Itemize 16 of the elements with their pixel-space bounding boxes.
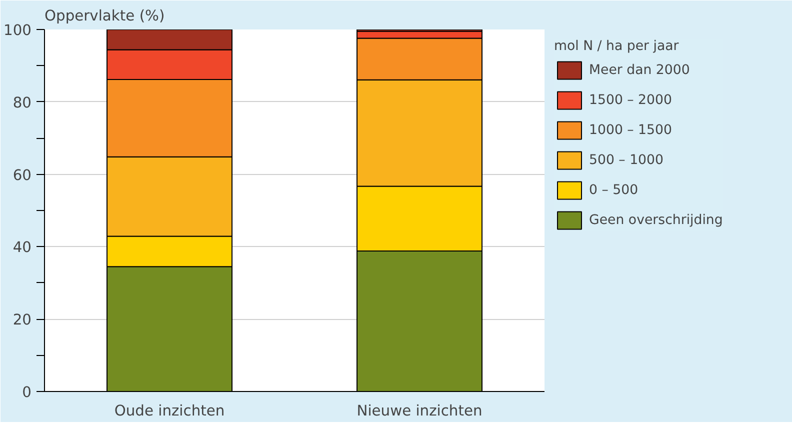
y-tick-label: 40 bbox=[12, 239, 32, 256]
x-tick-label: Nieuwe inzichten bbox=[356, 402, 482, 420]
y-tick-label: 20 bbox=[12, 312, 32, 329]
legend-label: 500 – 1000 bbox=[589, 152, 664, 168]
legend-label: 1000 – 1500 bbox=[589, 122, 672, 138]
legend-label: 1500 – 2000 bbox=[589, 92, 672, 108]
legend-title: mol N / ha per jaar bbox=[554, 39, 680, 54]
x-tick-label: Oude inzichten bbox=[114, 402, 225, 420]
y-tick-label: 60 bbox=[12, 166, 32, 184]
y-tick-label: 80 bbox=[12, 94, 32, 112]
y-tick-label: 100 bbox=[4, 22, 32, 39]
legend-label: Geen overschrijding bbox=[589, 212, 723, 228]
legend-label: Meer dan 2000 bbox=[589, 62, 690, 78]
legend-label: 0 – 500 bbox=[589, 182, 638, 198]
y-tick-label: 0 bbox=[22, 384, 32, 401]
y-axis-title: Oppervlakte (%) bbox=[44, 8, 165, 24]
